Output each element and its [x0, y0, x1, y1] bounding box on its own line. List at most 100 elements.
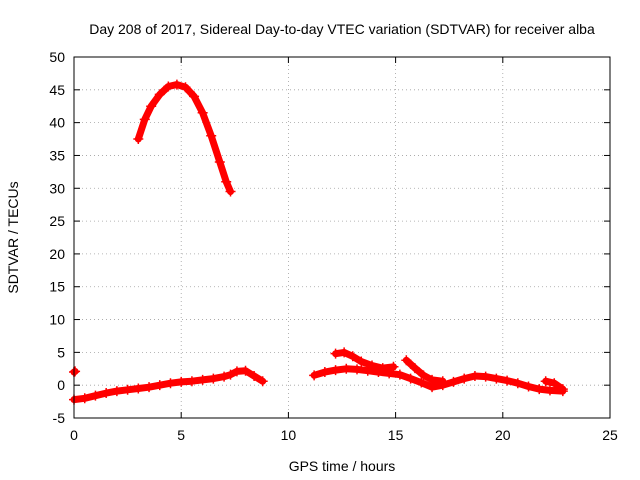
data-point-marker [144, 382, 155, 393]
data-point-marker [394, 369, 405, 380]
y-tick-label: 40 [49, 115, 65, 131]
series-arc-f [69, 366, 81, 378]
data-point-marker [249, 370, 260, 381]
data-point-marker [418, 370, 429, 381]
data-point-marker [512, 378, 523, 389]
series-arc-d [401, 355, 448, 387]
series-arc-e [540, 376, 568, 395]
x-tick-label: 25 [602, 427, 618, 443]
data-point-marker [70, 366, 81, 377]
data-point-marker [219, 371, 230, 382]
x-tick-label: 0 [70, 427, 78, 443]
data-point-marker [208, 373, 219, 384]
data-point-marker [122, 384, 133, 395]
data-point-marker [309, 370, 320, 381]
data-point-marker [257, 376, 268, 387]
data-point-marker [154, 89, 165, 100]
y-tick-label: 35 [49, 147, 65, 163]
y-tick-label: 25 [49, 213, 65, 229]
data-point-marker [319, 367, 330, 378]
data-point-marker [523, 381, 534, 392]
data-point-marker [491, 373, 502, 384]
data-point-marker [171, 79, 182, 90]
data-point-marker [225, 186, 236, 197]
data-point-marker [356, 356, 367, 367]
data-point-marker [101, 388, 112, 399]
data-point-marker [225, 369, 236, 380]
data-point-marker [133, 134, 144, 145]
data-point-marker [388, 361, 399, 372]
data-point-marker [409, 363, 420, 374]
data-point-marker [339, 347, 350, 358]
data-point-marker [330, 348, 341, 359]
y-tick-label: 50 [49, 49, 65, 65]
data-point-marker [347, 351, 358, 362]
y-tick-label: 45 [49, 82, 65, 98]
data-point-marker [341, 363, 352, 374]
data-point-marker [186, 376, 197, 387]
y-tick-label: 5 [57, 344, 65, 360]
data-point-marker [206, 130, 217, 141]
y-tick-label: 0 [57, 377, 65, 393]
data-point-marker [189, 91, 200, 102]
data-point-marker [197, 107, 208, 118]
plot-frame [73, 56, 611, 419]
data-point-marker [502, 375, 513, 386]
data-point-marker [427, 374, 438, 385]
x-tick-label: 5 [177, 427, 185, 443]
y-tick-label: 15 [49, 279, 65, 295]
data-point-marker [549, 378, 560, 389]
data-point-marker [79, 393, 90, 404]
y-tick-label: 30 [49, 180, 65, 196]
series-band [134, 81, 234, 196]
data-point-marker [480, 371, 491, 382]
data-point-marker [544, 385, 555, 396]
data-point-marker [176, 376, 187, 387]
data-point-marker [557, 384, 568, 395]
data-point-marker [540, 376, 551, 387]
data-point-marker [154, 380, 165, 391]
data-point-marker [146, 101, 157, 112]
data-point-marker [352, 364, 363, 375]
data-point-marker [214, 157, 225, 168]
data-point-marker [448, 376, 459, 387]
x-tick-label: 20 [495, 427, 511, 443]
data-point-marker [90, 390, 101, 401]
x-tick-label: 15 [388, 427, 404, 443]
data-point-marker [469, 370, 480, 381]
grid [74, 57, 610, 418]
chart-title: Day 208 of 2017, Sidereal Day-to-day VTE… [89, 21, 595, 37]
data-point-marker [534, 384, 545, 395]
data-point-marker [163, 81, 174, 92]
y-tick-label: 20 [49, 246, 65, 262]
series-arc-b [309, 363, 568, 397]
x-axis-label: GPS time / hours [289, 458, 396, 474]
data-point-marker [197, 374, 208, 385]
data-point-marker [231, 366, 242, 377]
y-tick-label: -5 [53, 410, 66, 426]
data-point-marker [367, 360, 378, 371]
data-point-marker [437, 376, 448, 387]
series-arc-c [330, 347, 399, 374]
data-point-marker [459, 373, 470, 384]
data-point-marker [401, 355, 412, 366]
data-point-marker [165, 378, 176, 389]
data-point-marker [133, 383, 144, 394]
x-tick-label: 10 [281, 427, 297, 443]
data-point-marker [330, 365, 341, 376]
data-point-marker [240, 365, 251, 376]
data-point-marker [377, 363, 388, 374]
series-arc-high [133, 79, 236, 197]
data-point-marker [221, 176, 232, 187]
data-point-marker [405, 373, 416, 384]
data-point-marker [180, 82, 191, 93]
data-point-marker [111, 386, 122, 397]
y-axis-label: SDTVAR / TECUs [5, 181, 21, 293]
data-point-marker [139, 114, 150, 125]
series-arc-a [69, 365, 268, 405]
y-tick-label: 10 [49, 312, 65, 328]
data-series [69, 79, 568, 405]
data-point-marker [416, 377, 427, 388]
